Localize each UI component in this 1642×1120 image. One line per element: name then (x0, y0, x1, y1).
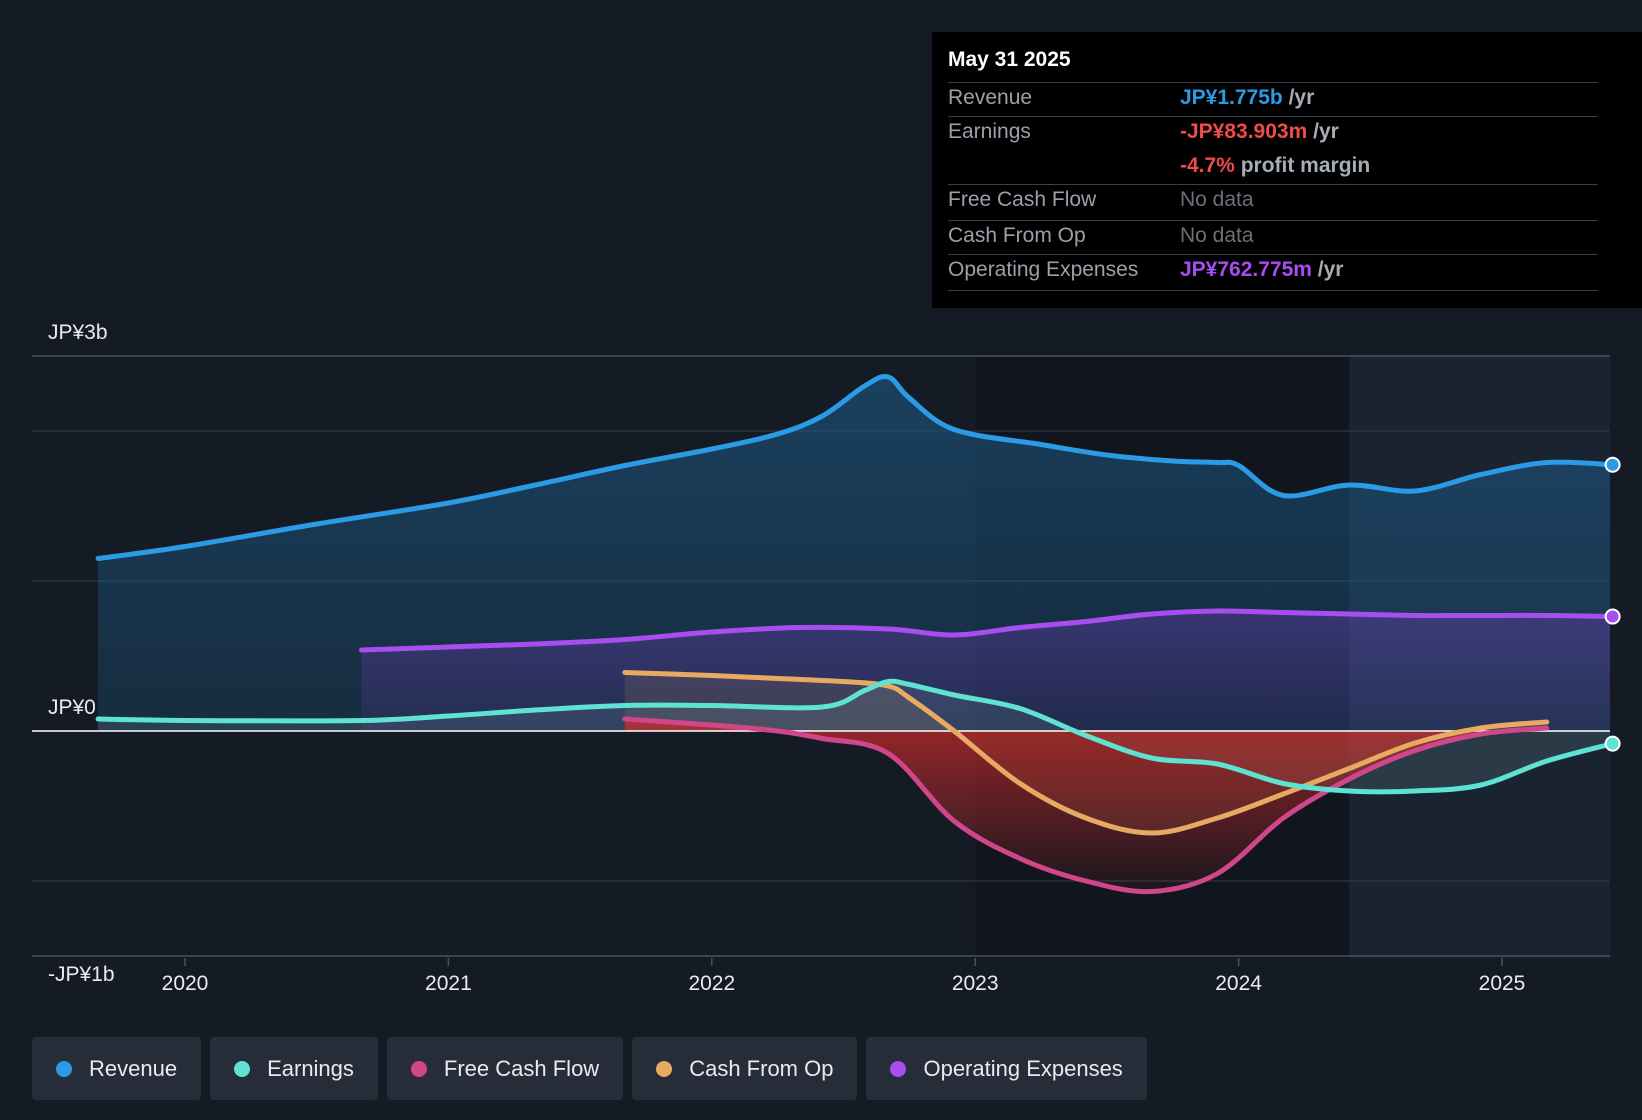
legend-dot-icon (410, 1060, 427, 1077)
tooltip-label: Free Cash Flow (948, 188, 1097, 211)
tooltip-value: No data (1180, 188, 1254, 211)
end-marker-revenue (1604, 456, 1621, 473)
tooltip-separator (948, 254, 1598, 255)
legend-label: Operating Expenses (923, 1055, 1123, 1081)
end-marker-earnings (1604, 735, 1621, 752)
legend-dot-icon (890, 1060, 907, 1077)
area-operating-expenses (361, 610, 1610, 731)
end-marker-operating-expenses (1604, 608, 1621, 625)
tooltip-separator (948, 220, 1598, 221)
series-lines (32, 374, 1610, 895)
tooltip-unit: /yr (1317, 258, 1344, 281)
y-tick-label: -JP¥1b (48, 963, 115, 986)
legend-label: Earnings (267, 1055, 354, 1081)
y-tick-label: JP¥0 (48, 696, 96, 719)
x-tick-label: 2025 (1479, 972, 1526, 995)
tooltip-label: Cash From Op (948, 224, 1086, 247)
tooltip-label: Operating Expenses (948, 258, 1139, 281)
tooltip-unit: profit margin (1240, 154, 1371, 177)
line-cash-from-op (622, 670, 1550, 836)
tooltip-label: Revenue (948, 86, 1033, 109)
y-tick-label: JP¥3b (48, 321, 108, 344)
tooltip-panel: May 31 2025 Revenue JP¥1.775b /yr Earnin… (932, 32, 1642, 308)
legend-item-earnings[interactable]: Earnings (210, 1037, 378, 1100)
tooltip-date: May 31 2025 (948, 48, 1071, 71)
tooltip-value: JP¥762.775m (1180, 258, 1312, 281)
x-tick-label: 2021 (425, 972, 472, 995)
tooltip-separator (948, 116, 1598, 117)
legend-dot-icon (234, 1060, 251, 1077)
legend-label: Revenue (89, 1055, 178, 1081)
y-axis: JP¥3b JP¥0 -JP¥1b (48, 321, 115, 986)
tooltip-value: -JP¥83.903m (1180, 120, 1308, 143)
tooltip-label: Earnings (948, 120, 1031, 143)
legend-label: Free Cash Flow (443, 1055, 600, 1081)
tooltip-separator (948, 290, 1598, 291)
legend-dot-icon (56, 1060, 72, 1077)
tooltip-separator (948, 82, 1598, 83)
tooltip-unit: /yr (1288, 86, 1315, 109)
legend-item-cash-from-op[interactable]: Cash From Op (632, 1037, 858, 1100)
line-earnings (95, 678, 1610, 795)
tooltip-value: No data (1180, 224, 1254, 247)
tooltip-value: JP¥1.775b (1180, 86, 1283, 109)
line-operating-expenses (358, 608, 1610, 653)
legend-item-operating-expenses[interactable]: Operating Expenses (866, 1037, 1147, 1100)
area-free-cash-flow (624, 719, 1547, 892)
tooltip-separator (948, 184, 1598, 185)
legend-dot-icon (656, 1060, 673, 1077)
legend-item-free-cash-flow[interactable]: Free Cash Flow (386, 1037, 624, 1100)
series-end-markers (1604, 456, 1621, 752)
line-revenue (95, 374, 1610, 561)
legend-item-revenue[interactable]: Revenue (32, 1037, 202, 1100)
x-tick-label: 2023 (952, 972, 999, 995)
legend-label: Cash From Op (689, 1055, 834, 1081)
x-tick-label: 2022 (688, 972, 735, 995)
x-axis: 2020 2021 2022 2023 2024 2025 (162, 958, 1526, 995)
line-free-cash-flow (622, 716, 1550, 895)
tooltip-unit: /yr (1313, 120, 1339, 143)
x-tick-label: 2024 (1215, 972, 1262, 995)
tooltip-value: -4.7% (1180, 154, 1235, 177)
x-tick-label: 2020 (162, 972, 209, 995)
chart-legend: Revenue Earnings Free Cash Flow Cash Fro… (32, 1037, 1147, 1100)
